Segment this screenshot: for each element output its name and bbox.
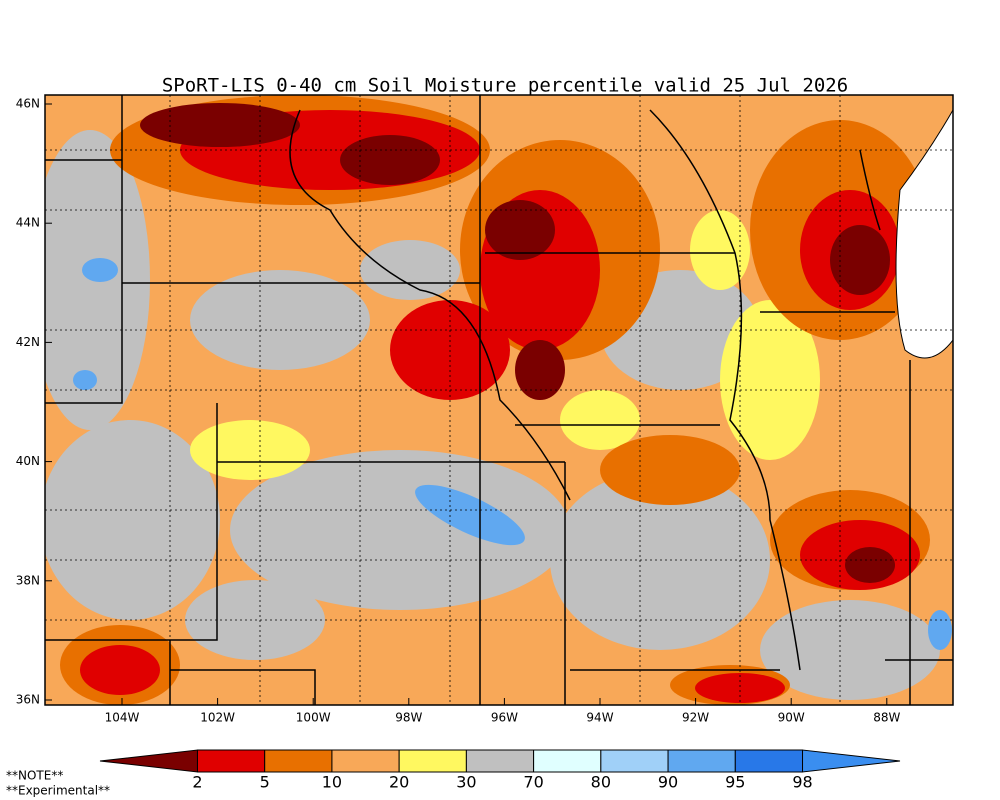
colorbar-box (667, 749, 736, 773)
colorbar-label: 20 (389, 773, 409, 792)
map-title: SPoRT-LIS 0-40 cm Soil Moisture percenti… (162, 75, 848, 97)
lake-michigan (895, 108, 953, 359)
colorbar-label: 2 (192, 773, 202, 792)
colorbar-label: 5 (260, 773, 270, 792)
colorbar-arrow (99, 749, 198, 773)
colorbar-box (264, 749, 333, 773)
note-label: **Experimental** (6, 784, 110, 798)
lon-label: 90W (778, 711, 805, 725)
lon-label: 88W (873, 711, 900, 725)
colorbar-box (734, 749, 804, 773)
yellow-areas (190, 210, 820, 480)
colorbar-label: 70 (523, 773, 543, 792)
lon-label: 102W (200, 711, 235, 725)
colorbar-label: 95 (725, 773, 745, 792)
colorbar-box (398, 749, 467, 773)
colorbar-label: 90 (658, 773, 678, 792)
lon-label: 100W (296, 711, 331, 725)
colorbar-arrow (802, 749, 901, 773)
colorbar-label: 98 (792, 773, 812, 792)
colorbar-box (600, 749, 669, 773)
lat-label: 46N (16, 97, 40, 111)
state-borders (45, 95, 953, 705)
county-grid (45, 95, 953, 705)
lon-label: 94W (586, 711, 613, 725)
blue-areas (73, 258, 952, 650)
lat-label: 36N (16, 693, 40, 707)
lon-label: 104W (105, 711, 140, 725)
colorbar-label: 80 (591, 773, 611, 792)
colorbar-label: 10 (322, 773, 342, 792)
colorbar-box (533, 749, 602, 773)
colorbar-box (196, 749, 266, 773)
lat-label: 40N (16, 454, 40, 468)
note-label: **NOTE** (6, 769, 63, 783)
lat-label: 44N (16, 216, 40, 230)
lon-label: 98W (395, 711, 422, 725)
colorbar-box (331, 749, 400, 773)
lat-label: 38N (16, 573, 40, 587)
lat-label: 42N (16, 335, 40, 349)
lon-label: 96W (491, 711, 518, 725)
colorbar-label: 30 (456, 773, 476, 792)
lon-label: 92W (682, 711, 709, 725)
map-frame (44, 94, 954, 706)
colorbar-box (465, 749, 535, 773)
map-field (45, 95, 953, 705)
